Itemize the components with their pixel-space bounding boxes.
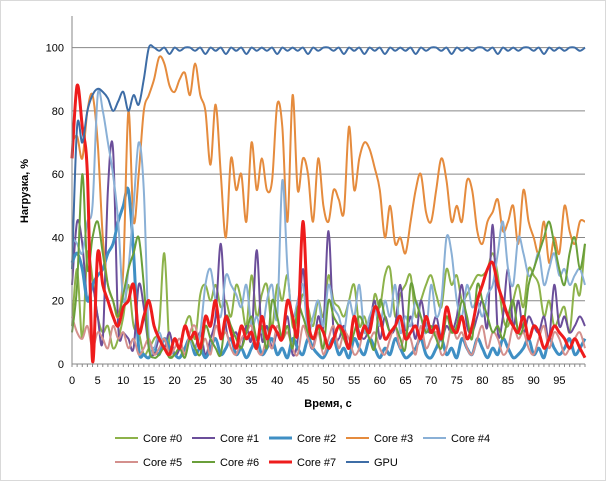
series-line-core-7 (70, 83, 587, 364)
x-tick-label-15: 15 (143, 375, 155, 387)
series-line-core-6 (71, 173, 586, 359)
legend-label-core-1: Core #1 (220, 433, 259, 445)
series-line-core-5 (71, 316, 586, 357)
y-tick-labels: 0 20 40 60 80 100 (46, 43, 64, 371)
legend-label-gpu: GPU (374, 457, 398, 469)
y-tick-label-0: 0 (58, 359, 64, 371)
x-tick-label-60: 60 (374, 375, 386, 387)
x-tick-label-0: 0 (69, 375, 75, 387)
x-tick-label-50: 50 (322, 375, 334, 387)
series-line-gpu (71, 44, 586, 270)
legend-label-core-4: Core #4 (451, 433, 490, 445)
series-line-core-4 (71, 88, 586, 356)
legend-label-core-2: Core #2 (297, 433, 336, 445)
y-axis-label: Нагрузка, % (19, 159, 31, 223)
x-tick-label-10: 10 (117, 375, 129, 387)
x-tick-label-85: 85 (502, 375, 514, 387)
legend-label-core-0: Core #0 (143, 433, 182, 445)
y-tick-label-40: 40 (52, 232, 64, 244)
series-line-core-3 (71, 55, 586, 319)
y-tick-label-100: 100 (46, 43, 64, 55)
x-tick-label-90: 90 (528, 375, 540, 387)
x-tick-label-35: 35 (245, 375, 257, 387)
x-tick-label-30: 30 (220, 375, 232, 387)
x-tick-label-95: 95 (553, 375, 565, 387)
legend-label-core-6: Core #6 (220, 457, 259, 469)
legend: Core #0 Core #1 Core #2 Core #3 Core #4 Core … (115, 433, 490, 469)
legend-label-core-3: Core #3 (374, 433, 413, 445)
y-tick-label-80: 80 (52, 106, 64, 118)
legend-label-core-5: Core #5 (143, 457, 182, 469)
x-tick-label-40: 40 (271, 375, 283, 387)
x-tick-label-25: 25 (194, 375, 206, 387)
y-tick-label-20: 20 (52, 296, 64, 308)
series-line-core-0 (71, 243, 586, 359)
x-tick-label-20: 20 (168, 375, 180, 387)
x-tick-label-45: 45 (297, 375, 309, 387)
x-tick-label-75: 75 (451, 375, 463, 387)
x-tick-labels: 0 5 10 15 20 25 30 35 40 45 50 55 60 65 70 75 80 85 90 95 (69, 375, 566, 387)
series-layer (70, 44, 587, 364)
legend-label-core-7: Core #7 (297, 457, 336, 469)
x-axis-label: Время, с (304, 398, 351, 410)
x-tick-label-5: 5 (95, 375, 101, 387)
x-tick-label-70: 70 (425, 375, 437, 387)
y-tick-label-60: 60 (52, 169, 64, 181)
axes (71, 16, 586, 367)
x-tick-label-80: 80 (476, 375, 488, 387)
x-tick-label-65: 65 (399, 375, 411, 387)
x-tick-label-55: 55 (348, 375, 360, 387)
